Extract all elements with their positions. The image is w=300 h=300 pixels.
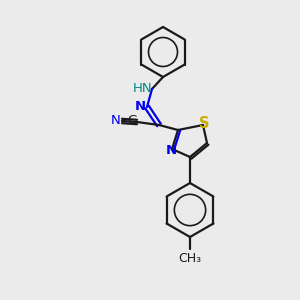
Text: N: N: [165, 145, 177, 158]
Text: HN: HN: [132, 82, 152, 95]
Text: CH₃: CH₃: [178, 252, 202, 265]
Text: S: S: [199, 116, 209, 131]
Text: N: N: [111, 113, 121, 127]
Text: C: C: [127, 115, 136, 128]
Text: N: N: [135, 100, 146, 113]
